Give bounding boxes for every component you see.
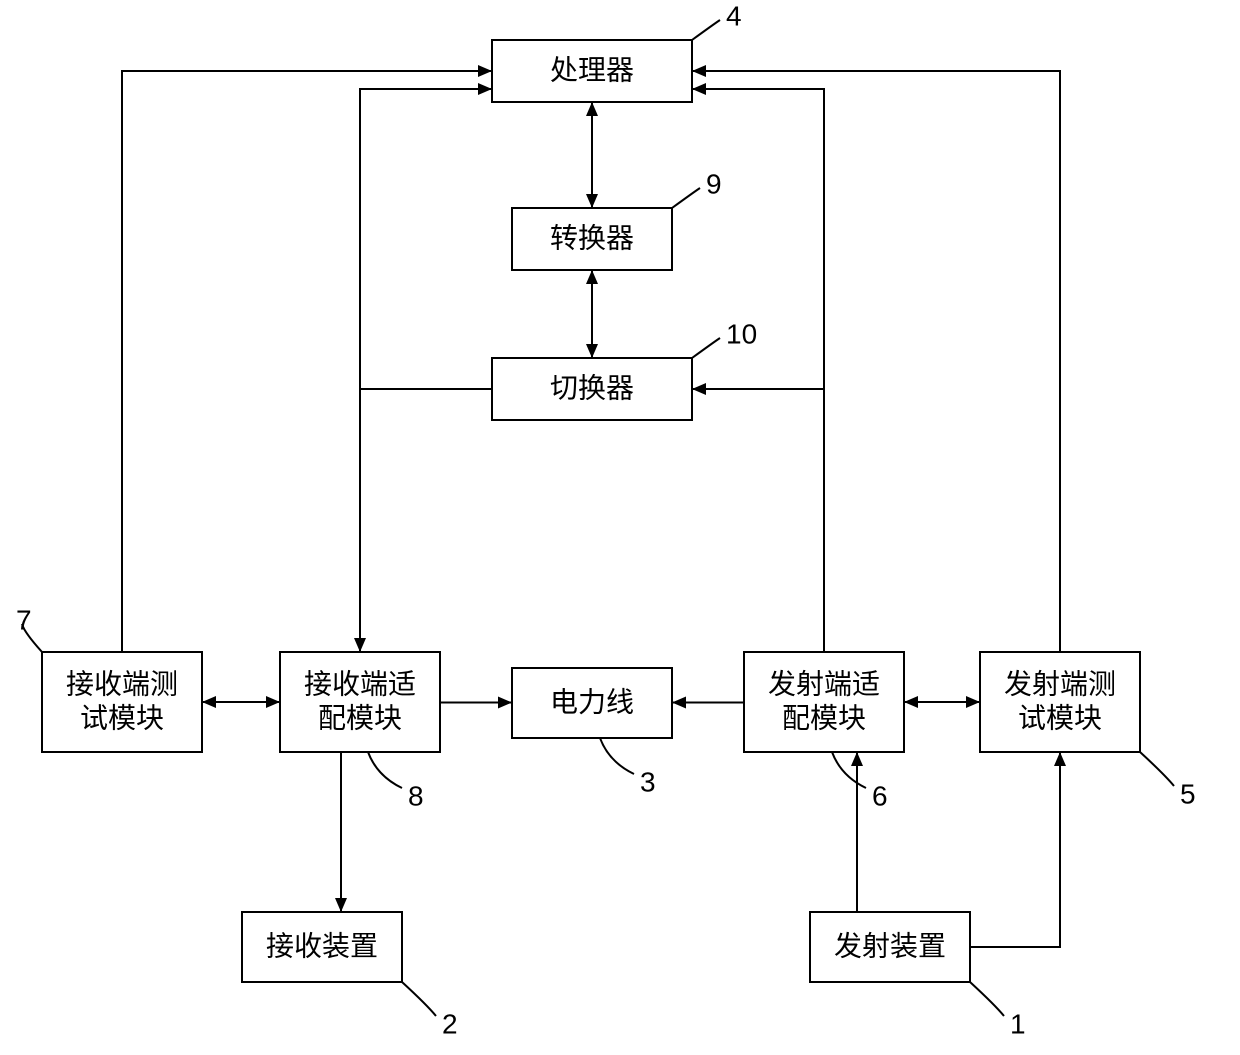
svg-text:转换器: 转换器: [550, 223, 634, 255]
svg-text:处理器: 处理器: [550, 55, 634, 87]
svg-text:1: 1: [1010, 1009, 1026, 1040]
svg-text:发射端适: 发射端适: [768, 669, 880, 701]
svg-text:电力线: 电力线: [550, 687, 634, 719]
edges: [122, 65, 1066, 947]
node-rx_device: 接收装置 2: [242, 912, 458, 1040]
diagram-canvas: 处理器4转换器9切换器10接收端测试模块7接收端适配模块8电力线3发射端适配模块…: [0, 0, 1240, 1055]
svg-text:2: 2: [442, 1009, 458, 1040]
svg-text:8: 8: [408, 781, 424, 812]
node-converter: 转换器 9: [512, 169, 722, 271]
node-power_line: 电力线 3: [512, 668, 672, 798]
nodes: 处理器4转换器9切换器10接收端测试模块7接收端适配模块8电力线3发射端适配模块…: [16, 1, 1196, 1040]
svg-text:接收装置: 接收装置: [266, 931, 378, 963]
svg-text:试模块: 试模块: [1018, 702, 1102, 734]
svg-text:9: 9: [706, 169, 722, 200]
node-tx_device: 发射装置 1: [810, 912, 1026, 1040]
node-tx_test: 发射端测试模块 5: [980, 652, 1196, 810]
svg-text:接收端适: 接收端适: [304, 669, 416, 701]
svg-text:3: 3: [640, 767, 656, 798]
svg-text:切换器: 切换器: [550, 373, 634, 405]
node-rx_adapt: 接收端适配模块 8: [280, 652, 440, 812]
svg-text:发射端测: 发射端测: [1004, 669, 1116, 701]
node-tx_adapt: 发射端适配模块 6: [744, 652, 904, 812]
svg-text:4: 4: [726, 1, 742, 32]
svg-text:试模块: 试模块: [80, 702, 164, 734]
svg-text:配模块: 配模块: [318, 702, 402, 734]
svg-text:接收端测: 接收端测: [66, 669, 178, 701]
svg-text:6: 6: [872, 781, 888, 812]
svg-text:10: 10: [726, 319, 757, 350]
node-rx_test: 接收端测试模块 7: [16, 605, 202, 753]
svg-text:7: 7: [16, 605, 32, 636]
svg-text:发射装置: 发射装置: [834, 931, 946, 963]
svg-text:5: 5: [1180, 779, 1196, 810]
svg-text:配模块: 配模块: [782, 702, 866, 734]
node-switcher: 切换器 10: [492, 319, 757, 421]
